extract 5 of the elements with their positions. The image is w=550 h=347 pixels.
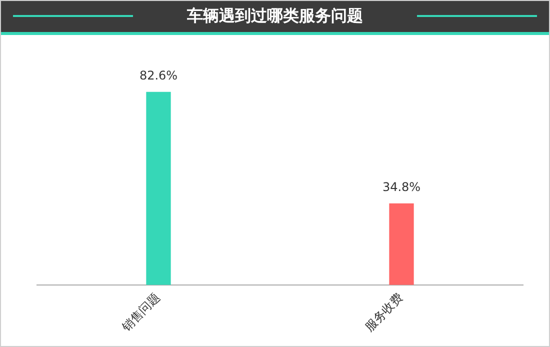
x-tick-label: 服务收费 — [362, 290, 406, 334]
chart-title: 车辆遇到过哪类服务问题 — [186, 6, 364, 27]
data-label: 34.8% — [382, 180, 421, 194]
x-tick-label: 销售问题 — [118, 290, 163, 335]
data-label: 82.6% — [139, 68, 178, 82]
